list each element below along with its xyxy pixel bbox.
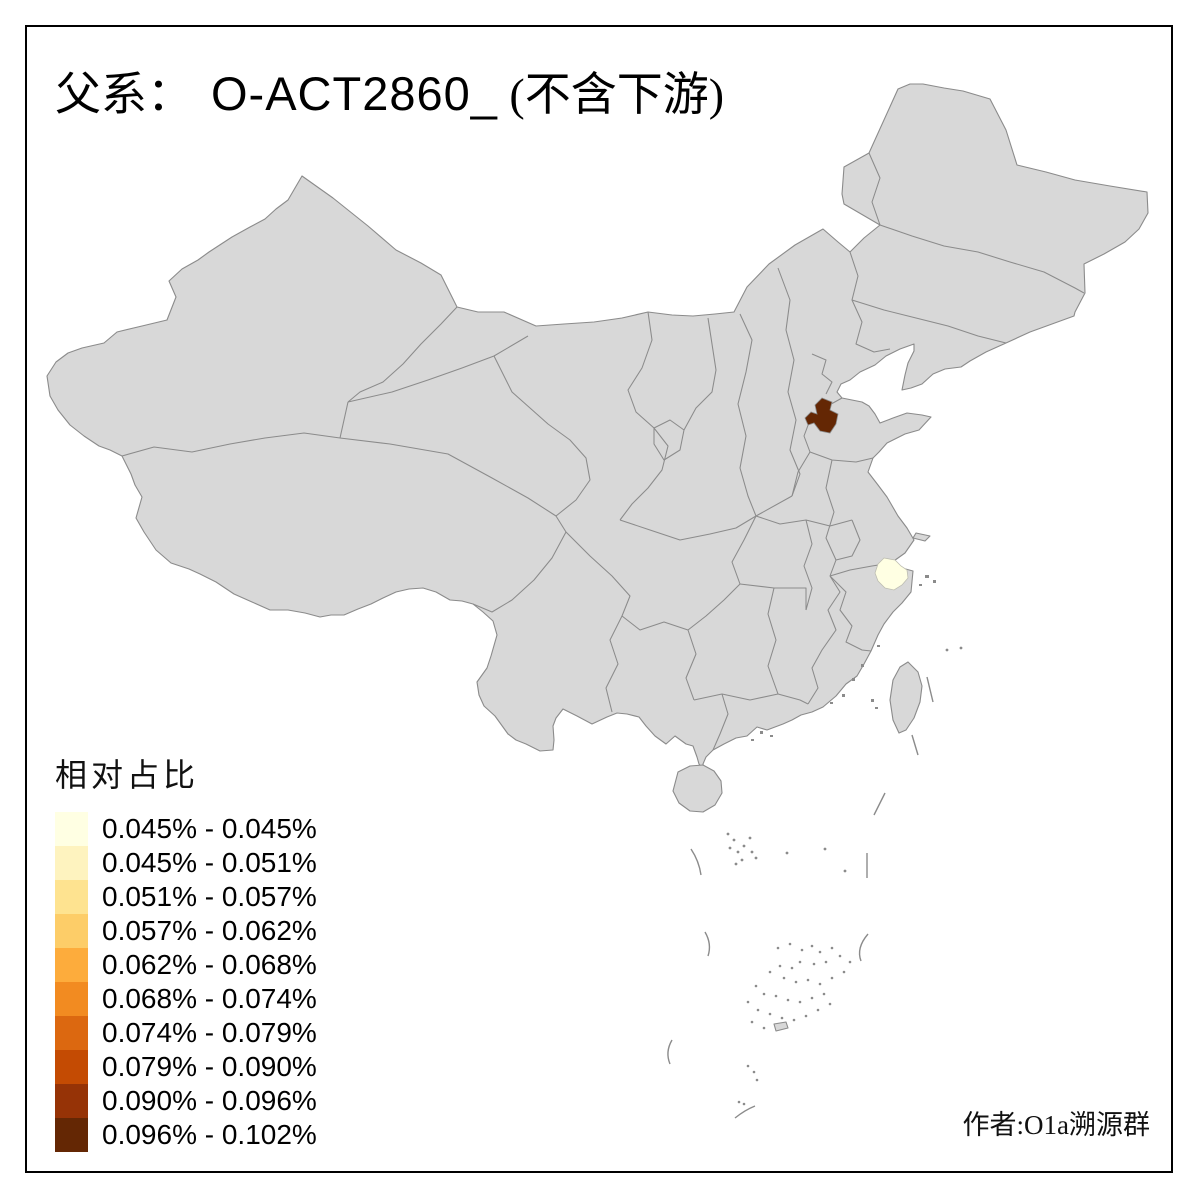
legend-swatch [55,812,88,846]
legend-label: 0.045% - 0.045% [102,813,317,844]
legend-label: 0.096% - 0.102% [102,1119,317,1150]
islands [672,532,936,813]
legend-label: 0.062% - 0.068% [102,949,317,980]
region-highlight-light [874,557,909,591]
south-china-sea-islands [667,646,963,1119]
title-prefix: 父系： [55,69,193,120]
legend-row: 0.068% - 0.074% [55,982,317,1016]
legend-label: 0.079% - 0.090% [102,1051,317,1082]
legend-label: 0.045% - 0.051% [102,847,317,878]
legend-swatch [55,982,88,1016]
taiwan-island [889,661,923,734]
legend-row: 0.090% - 0.096% [55,1084,317,1118]
spratly-islets [737,942,852,1106]
china-mainland [46,83,1149,772]
chongming-island [912,532,931,542]
legend-row: 0.045% - 0.051% [55,846,317,880]
legend-swatch [55,1050,88,1084]
title-haplogroup-code: O-ACT2860_ [211,67,498,120]
legend-row: 0.062% - 0.068% [55,948,317,982]
title-suffix: (不含下游) [509,69,725,120]
legend-swatch [55,1118,88,1152]
legend-swatch [55,1016,88,1050]
legend-row: 0.074% - 0.079% [55,1016,317,1050]
legend-swatch [55,880,88,914]
region-highlight-dark [804,397,839,434]
legend-swatch [55,914,88,948]
paracel-islets [726,646,963,873]
legend-swatch [55,846,88,880]
author-credit: 作者:O1a溯源群 [962,1110,1150,1140]
legend-rows: 0.045% - 0.045% 0.045% - 0.051% 0.051% - 0… [55,812,317,1152]
legend-row: 0.057% - 0.062% [55,914,317,948]
scs-gray-islet [773,1021,789,1032]
legend-label: 0.068% - 0.074% [102,983,317,1014]
legend-title: 相对占比 [55,757,200,793]
legend-row: 0.051% - 0.057% [55,880,317,914]
legend-label: 0.057% - 0.062% [102,915,317,946]
legend-label: 0.090% - 0.096% [102,1085,317,1116]
legend-swatch [55,948,88,982]
legend-label: 0.051% - 0.057% [102,881,317,912]
hainan-island [672,764,723,813]
legend: 相对占比 0.045% - 0.045% 0.045% - 0.051% 0.051… [55,750,317,1152]
legend-row: 0.079% - 0.090% [55,1050,317,1084]
legend-row: 0.096% - 0.102% [55,1118,317,1152]
province-borders [121,152,1085,751]
page-title: 父系： O-ACT2860_ (不含下游) [55,58,724,124]
legend-swatch [55,1084,88,1118]
legend-label: 0.074% - 0.079% [102,1017,317,1048]
legend-row: 0.045% - 0.045% [55,812,317,846]
